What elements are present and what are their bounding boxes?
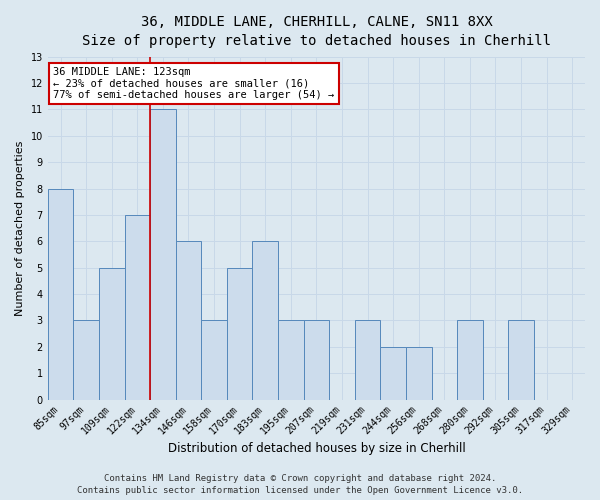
Text: 36 MIDDLE LANE: 123sqm
← 23% of detached houses are smaller (16)
77% of semi-det: 36 MIDDLE LANE: 123sqm ← 23% of detached…: [53, 67, 334, 100]
Bar: [304, 320, 329, 400]
Bar: [278, 320, 304, 400]
Y-axis label: Number of detached properties: Number of detached properties: [15, 140, 25, 316]
Bar: [227, 268, 253, 400]
Bar: [457, 320, 482, 400]
Title: 36, MIDDLE LANE, CHERHILL, CALNE, SN11 8XX
Size of property relative to detached: 36, MIDDLE LANE, CHERHILL, CALNE, SN11 8…: [82, 15, 551, 48]
Bar: [125, 215, 150, 400]
Text: Contains HM Land Registry data © Crown copyright and database right 2024.
Contai: Contains HM Land Registry data © Crown c…: [77, 474, 523, 495]
Bar: [99, 268, 125, 400]
Bar: [48, 188, 73, 400]
Bar: [380, 347, 406, 400]
X-axis label: Distribution of detached houses by size in Cherhill: Distribution of detached houses by size …: [167, 442, 465, 455]
Bar: [508, 320, 534, 400]
Bar: [150, 110, 176, 400]
Bar: [73, 320, 99, 400]
Bar: [176, 242, 201, 400]
Bar: [355, 320, 380, 400]
Bar: [201, 320, 227, 400]
Bar: [253, 242, 278, 400]
Bar: [406, 347, 431, 400]
